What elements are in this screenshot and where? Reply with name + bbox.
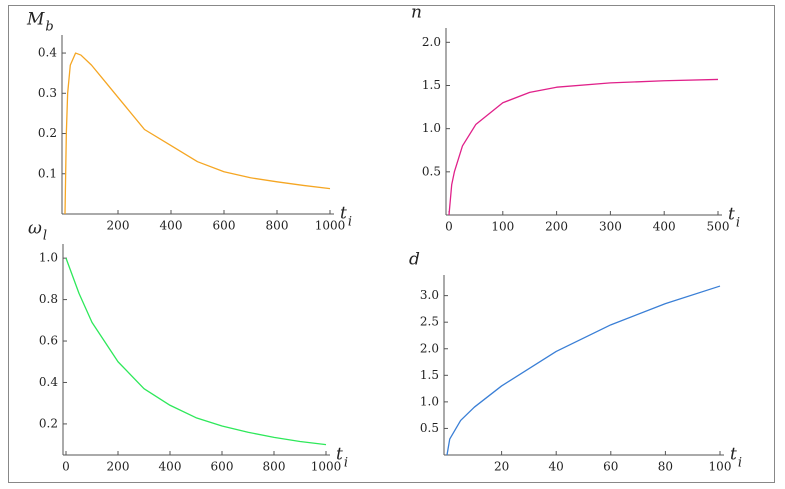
x-tick-label: 800 (266, 219, 289, 233)
y-tick-label: 0.4 (38, 46, 57, 60)
curve (64, 52, 331, 215)
y-tick-label: 0.1 (38, 166, 57, 180)
y-tick-label: 0.2 (39, 416, 58, 430)
x-tick-label: 600 (213, 219, 236, 233)
frame (8, 5, 775, 483)
y-tick-label: 0.3 (38, 86, 57, 100)
plot: 0 200 400 600 800 1000 0.2 0.4 0.6 0.8 1.0 ω l t i (28, 219, 348, 474)
x-tick-label: 1000 (315, 219, 346, 233)
y-tick-label: 0.5 (420, 421, 439, 435)
y-tick-label: 1.0 (420, 394, 439, 408)
x-tick-label: 200 (107, 460, 130, 474)
y-tick-label: 0.5 (422, 164, 441, 178)
x-tick-label: 400 (653, 220, 676, 234)
x-tick-label: 400 (160, 219, 183, 233)
x-tick-label: 600 (211, 460, 234, 474)
x-tick-label: 500 (707, 220, 730, 234)
x-axis-label: t (336, 445, 343, 465)
curve (448, 78, 719, 216)
y-axis-label-sub: l (43, 229, 47, 244)
y-tick-label: 0.4 (39, 375, 58, 389)
x-tick-label: 1000 (311, 460, 342, 474)
x-tick-label: 400 (159, 460, 182, 474)
y-tick-label: 3.0 (420, 288, 439, 302)
x-tick-label: 80 (658, 460, 673, 474)
x-tick-label: 40 (549, 460, 564, 474)
y-axis-label-sub: b (45, 20, 53, 35)
x-tick-label: 100 (709, 460, 732, 474)
x-axis-label-sub: i (738, 456, 742, 471)
plot: 20 40 60 80 100 0.5 1.0 1.5 2.0 2.5 3.0 d t i (409, 250, 742, 474)
x-axis-label: t (730, 445, 737, 465)
y-tick-label: 0.2 (38, 126, 57, 140)
x-axis-label: t (728, 205, 735, 225)
x-tick-label: 60 (603, 460, 618, 474)
curve (65, 257, 327, 446)
x-tick-label: 0 (62, 460, 70, 474)
y-tick-label: 0.6 (39, 334, 58, 348)
x-tick-label: 20 (494, 460, 509, 474)
x-tick-label: 100 (491, 220, 514, 234)
x-tick-label: 0 (445, 220, 453, 234)
y-tick-label: 1.0 (39, 251, 58, 265)
curve (446, 285, 721, 456)
plot: 200 400 600 800 1000 0.1 0.2 0.3 0.4 M b t i (26, 10, 352, 233)
y-axis-label: ω (28, 219, 42, 239)
x-axis-label-sub: i (736, 216, 740, 231)
y-tick-label: 1.5 (422, 78, 441, 92)
x-tick-label: 200 (107, 219, 130, 233)
y-tick-label: 2.0 (422, 35, 441, 49)
plot: 0 100 200 300 400 500 0.5 1.0 1.5 2.0n t i (411, 3, 740, 234)
y-axis-label: d (409, 250, 420, 270)
x-axis-label: t (340, 204, 347, 224)
y-tick-label: 2.5 (420, 315, 439, 329)
x-axis-label-sub: i (344, 456, 348, 471)
y-axis-label: M (26, 10, 45, 30)
y-tick-label: 1.5 (420, 368, 439, 382)
y-tick-label: 0.8 (39, 292, 58, 306)
y-tick-label: 1.0 (422, 121, 441, 135)
x-tick-label: 800 (263, 460, 286, 474)
y-tick-label: 2.0 (420, 341, 439, 355)
x-tick-label: 200 (545, 220, 568, 234)
x-axis-label-sub: i (348, 215, 352, 230)
x-tick-label: 300 (599, 220, 622, 234)
y-axis-label: n (411, 3, 422, 23)
